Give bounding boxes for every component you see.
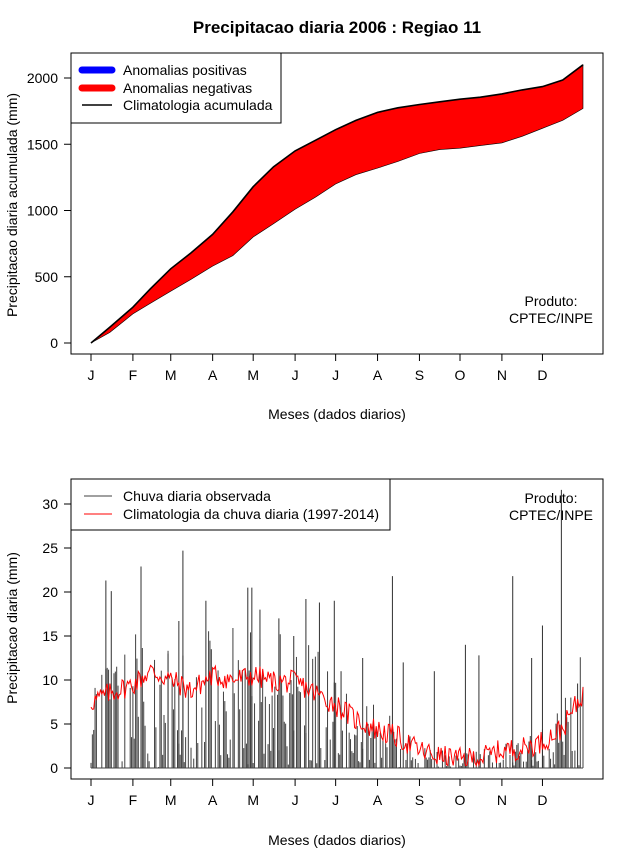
top-x-tick-label: J (332, 367, 339, 383)
top-y-axis-label: Precipitacao diaria acumulada (mm) (4, 93, 20, 317)
daily-climatology-line (90, 664, 584, 767)
bottom-x-tick-label: A (373, 792, 383, 808)
top-y-tick-label: 2000 (27, 70, 58, 86)
bottom-x-tick-label: N (497, 792, 507, 808)
legend-label-observed: Chuva diaria observada (123, 488, 271, 504)
legend-label-daily-climatology: Climatologia da chuva diaria (1997-2014) (123, 506, 379, 522)
bottom-x-tick-label: M (247, 792, 259, 808)
bottom-x-tick-label: F (129, 792, 138, 808)
legend-label-climatology: Climatologia acumulada (123, 97, 273, 113)
legend-label-negative: Anomalias negativas (123, 80, 252, 96)
top-y-tick-label: 500 (35, 269, 59, 285)
top-legend: Anomalias positivas Anomalias negativas … (70, 52, 282, 124)
top-y-tick-label: 1000 (27, 203, 58, 219)
cumulative-chart: 0 500 1000 1500 2000 J F M A M J J A S O N D Meses (dad… (4, 52, 604, 422)
bottom-y-tick-label: 25 (42, 540, 58, 556)
top-product-label: Produto: (525, 293, 578, 309)
top-x-tick-label: A (373, 367, 383, 383)
bottom-y-axis-label: Precipitacao diaria (mm) (4, 552, 20, 704)
top-x-tick-label: M (247, 367, 259, 383)
bottom-y-tick-label: 20 (42, 584, 58, 600)
bottom-y-axis: 0 5 10 15 20 25 30 (42, 496, 72, 776)
chart-title: Precipitacao diaria 2006 : Regiao 11 (193, 18, 481, 37)
top-y-tick-label: 1500 (27, 136, 58, 152)
daily-chart: 0 5 10 15 20 25 30 J F M A M J J A S O N D Meses (dados d… (4, 478, 604, 848)
top-product-source: CPTEC/INPE (509, 310, 593, 326)
top-x-tick-label: S (415, 367, 424, 383)
top-x-tick-label: J (88, 367, 95, 383)
top-x-tick-label: M (165, 367, 177, 383)
bottom-legend: Chuva diaria observada Climatologia da c… (70, 478, 391, 531)
bottom-y-tick-label: 0 (50, 760, 58, 776)
top-x-axis-label: Meses (dados diarios) (268, 406, 406, 422)
cumulative-climatology-line (90, 64, 584, 344)
bottom-x-tick-label: M (165, 792, 177, 808)
bottom-x-tick-label: O (455, 792, 466, 808)
top-x-tick-label: F (129, 367, 138, 383)
bottom-x-tick-label: J (292, 792, 299, 808)
bottom-x-tick-label: J (88, 792, 95, 808)
observed-daily-rain-bars (90, 489, 584, 769)
bottom-x-tick-label: A (208, 792, 218, 808)
bottom-y-tick-label: 5 (50, 716, 58, 732)
bottom-x-tick-label: D (537, 792, 547, 808)
top-x-tick-label: O (455, 367, 466, 383)
bottom-y-tick-label: 10 (42, 672, 58, 688)
bottom-product-source: CPTEC/INPE (509, 507, 593, 523)
top-x-tick-label: A (208, 367, 218, 383)
top-x-tick-label: N (497, 367, 507, 383)
bottom-x-tick-label: S (415, 792, 424, 808)
bottom-y-tick-label: 15 (42, 628, 58, 644)
bottom-legend-box (70, 478, 391, 531)
bottom-x-axis-label: Meses (dados diarios) (268, 832, 406, 848)
top-y-tick-label: 0 (50, 335, 58, 351)
bottom-x-tick-label: J (332, 792, 339, 808)
top-x-tick-label: J (292, 367, 299, 383)
legend-label-positive: Anomalias positivas (123, 62, 247, 78)
bottom-y-tick-label: 30 (42, 496, 58, 512)
top-x-tick-label: D (537, 367, 547, 383)
top-y-axis: 0 500 1000 1500 2000 (27, 70, 72, 351)
bottom-product-label: Produto: (525, 490, 578, 506)
